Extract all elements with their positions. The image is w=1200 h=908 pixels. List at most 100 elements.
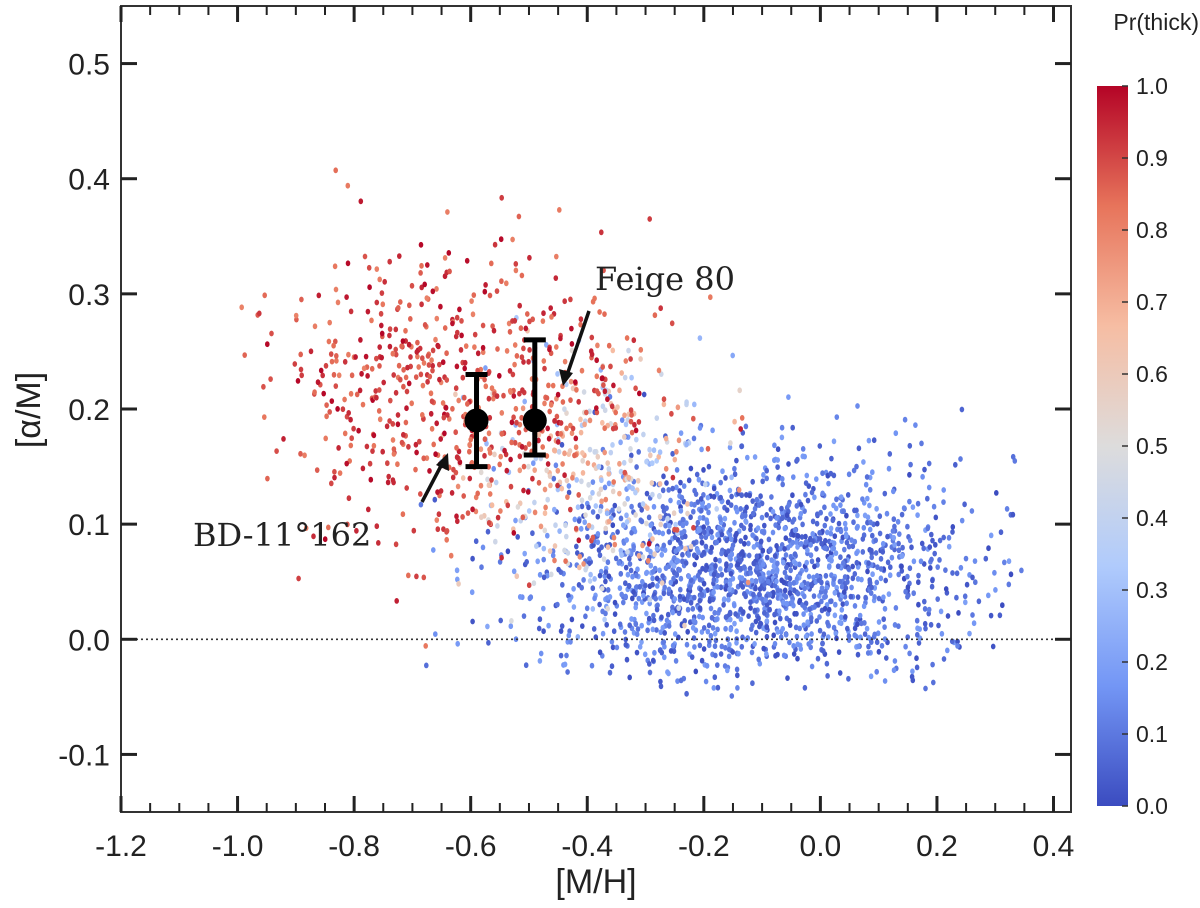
scatter-point	[740, 584, 746, 590]
scatter-point	[730, 649, 735, 655]
scatter-point	[611, 382, 616, 389]
scatter-point	[700, 565, 705, 572]
scatter-point	[377, 344, 383, 350]
scatter-point	[378, 310, 384, 317]
scatter-point	[390, 350, 396, 357]
scatter-point	[396, 362, 402, 369]
scatter-point	[602, 449, 607, 456]
scatter-point	[866, 560, 871, 567]
scatter-point	[460, 514, 465, 520]
scatter-point	[875, 630, 881, 637]
scatter-point	[584, 409, 589, 416]
scatter-point	[595, 539, 601, 546]
scatter-point	[715, 662, 720, 668]
scatter-point	[905, 593, 910, 600]
scatter-point	[742, 591, 747, 597]
scatter-point	[869, 639, 874, 645]
scatter-point	[797, 625, 802, 632]
scatter-point	[754, 535, 759, 542]
scatter-point	[701, 515, 706, 521]
scatter-point	[379, 330, 385, 337]
scatter-point	[776, 524, 781, 531]
scatter-point	[697, 335, 703, 341]
scatter-point	[414, 449, 419, 456]
scatter-point	[890, 528, 896, 534]
scatter-point	[988, 612, 994, 619]
scatter-point	[540, 318, 546, 324]
scatter-point	[610, 347, 616, 354]
scatter-point	[451, 466, 456, 473]
scatter-point	[750, 498, 755, 504]
scatter-point	[691, 435, 697, 442]
scatter-point	[809, 615, 814, 621]
scatter-point	[648, 562, 654, 569]
scatter-point	[552, 557, 557, 564]
scatter-point	[573, 379, 578, 385]
scatter-point	[558, 335, 563, 342]
scatter-point	[470, 311, 476, 318]
scatter-point	[633, 512, 638, 518]
scatter-point	[549, 314, 554, 320]
scatter-point	[743, 512, 748, 519]
scatter-point	[860, 496, 865, 502]
scatter-point	[713, 563, 718, 569]
scatter-point	[387, 326, 393, 332]
scatter-point	[656, 367, 662, 374]
scatter-point	[729, 551, 735, 558]
scatter-point	[763, 597, 768, 604]
scatter-point	[831, 438, 837, 445]
scatter-point	[505, 502, 511, 509]
scatter-point	[435, 526, 441, 533]
scatter-point	[487, 446, 492, 453]
scatter-point	[647, 446, 652, 453]
scatter-point	[886, 591, 892, 597]
scatter-point	[501, 392, 506, 399]
scatter-point	[855, 651, 861, 658]
scatter-point	[931, 503, 937, 510]
scatter-point	[602, 484, 608, 491]
scatter-point	[683, 560, 689, 566]
scatter-point	[523, 662, 529, 669]
scatter-point	[969, 508, 975, 514]
x-tick-label: 0.4	[1033, 830, 1075, 863]
scatter-point	[480, 322, 486, 329]
scatter-point	[377, 416, 383, 423]
scatter-point	[704, 662, 710, 669]
scatter-point	[324, 413, 329, 420]
scatter-point	[852, 571, 858, 577]
scatter-point	[986, 592, 991, 599]
scatter-point	[819, 540, 824, 547]
scatter-point	[855, 621, 860, 628]
scatter-point	[790, 424, 795, 431]
scatter-point	[726, 548, 731, 554]
scatter-point	[388, 397, 393, 404]
scatter-point	[688, 543, 694, 550]
scatter-point	[773, 652, 778, 659]
scatter-point	[590, 585, 596, 592]
scatter-point	[540, 444, 545, 450]
bd-11-162-annotation: BD-11°162	[193, 516, 371, 554]
scatter-point	[694, 471, 700, 478]
scatter-point	[299, 296, 304, 303]
scatter-point	[517, 467, 523, 474]
scatter-point	[587, 494, 593, 501]
scatter-point	[808, 552, 814, 559]
scatter-point	[672, 534, 678, 541]
scatter-point	[420, 382, 426, 389]
scatter-point	[905, 584, 911, 591]
scatter-point	[569, 325, 574, 332]
scatter-point	[579, 478, 584, 485]
scatter-point	[691, 524, 696, 531]
scatter-point	[617, 621, 623, 628]
scatter-point	[563, 558, 568, 564]
scatter-point	[417, 345, 423, 352]
scatter-point	[611, 628, 617, 635]
scatter-point	[487, 292, 493, 299]
scatter-point	[331, 342, 336, 349]
scatter-point	[678, 540, 683, 546]
scatter-point	[450, 405, 455, 412]
scatter-point	[654, 606, 660, 613]
scatter-point	[327, 319, 333, 326]
scatter-point	[542, 486, 548, 493]
scatter-point	[455, 576, 460, 583]
